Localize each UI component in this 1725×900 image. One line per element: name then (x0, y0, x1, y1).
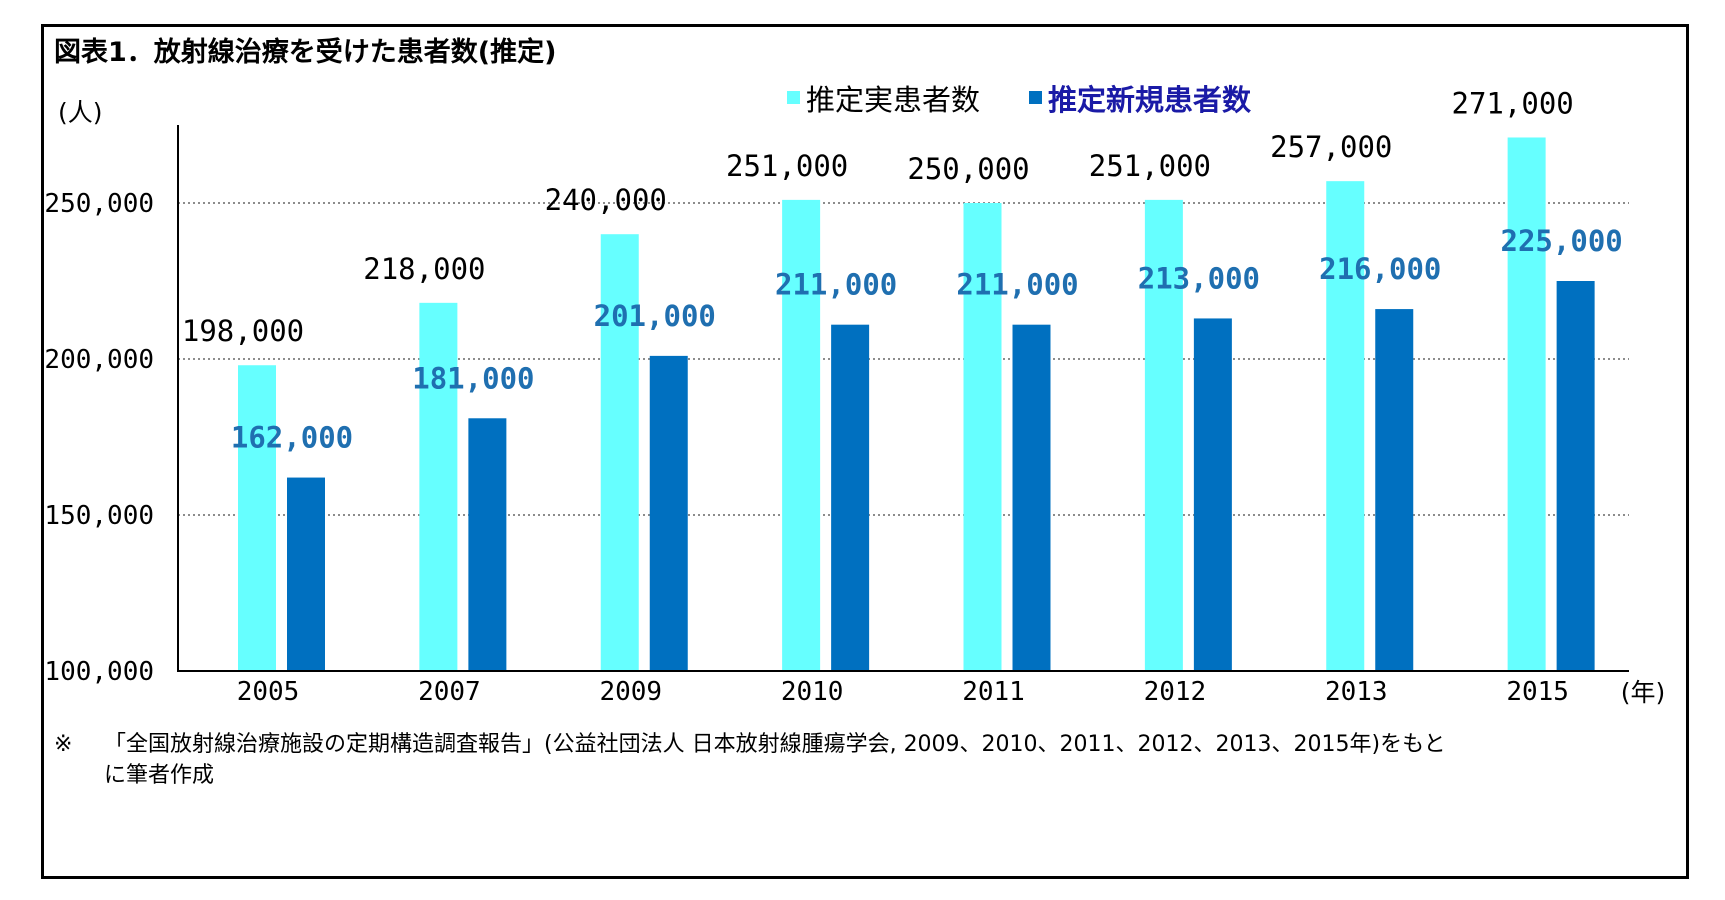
bar-new-patients (468, 418, 507, 671)
bar-new-patients (1556, 281, 1595, 671)
axes (177, 125, 1629, 672)
y-axis-ticks: 100,000 150,000 200,000 250,000 (44, 189, 154, 687)
data-label-new: 162,000 (231, 421, 353, 455)
figure-frame: 図表1．放射線治療を受けた患者数(推定) (人) (年) 推定実患者数 推定新規… (41, 24, 1689, 879)
data-label-new: 211,000 (956, 268, 1078, 302)
bar-actual-patients (1326, 181, 1365, 671)
data-label-actual: 251,000 (1089, 149, 1211, 183)
data-label-actual: 250,000 (907, 152, 1029, 186)
bar-actual-patients (782, 199, 821, 671)
bar-actual-patients (1144, 199, 1183, 671)
legend-label-new: 推定新規患者数 (1048, 83, 1252, 117)
x-axis-unit-label: (年) (1621, 678, 1666, 707)
bar-actual-patients (600, 234, 639, 671)
source-note-line2: に筆者作成 (104, 763, 214, 788)
x-axis-ticks: 2005 2007 2009 2010 2011 2012 2013 2015 (237, 677, 1569, 707)
bar-new-patients (287, 477, 325, 671)
data-label-actual: 257,000 (1270, 130, 1392, 164)
y-tick-label: 200,000 (44, 345, 154, 375)
y-axis-unit-label: (人) (58, 98, 103, 127)
chart-title: 図表1．放射線治療を受けた患者数(推定) (54, 36, 556, 68)
x-tick-label: 2013 (1325, 677, 1388, 707)
bar-chart: 図表1．放射線治療を受けた患者数(推定) (人) (年) 推定実患者数 推定新規… (44, 36, 1666, 788)
bar-actual-patients (238, 365, 276, 671)
data-label-new: 211,000 (775, 268, 897, 302)
x-tick-label: 2009 (599, 677, 662, 707)
x-tick-label: 2010 (781, 677, 844, 707)
legend-swatch-new (1029, 91, 1042, 104)
legend: 推定実患者数 推定新規患者数 (787, 83, 1252, 117)
bars (238, 137, 1595, 672)
legend-swatch-actual (787, 91, 800, 104)
data-label-actual: 240,000 (545, 183, 667, 217)
x-tick-label: 2012 (1144, 677, 1207, 707)
data-label-new: 225,000 (1501, 224, 1623, 258)
bar-new-patients (1375, 309, 1414, 671)
bar-actual-patients (1507, 137, 1546, 672)
data-label-actual: 218,000 (363, 252, 485, 286)
bar-actual-patients (419, 302, 458, 671)
data-labels: 198,000 162,000 218,000 181,000 240,000 201,0… (182, 86, 1623, 454)
data-label-new: 201,000 (594, 299, 716, 333)
y-tick-label: 100,000 (44, 657, 154, 687)
source-note-line1: 「全国放射線治療施設の定期構造調査報告」(公益社団法人 日本放射線腫瘍学会, 2… (104, 732, 1446, 757)
bar-actual-patients (963, 203, 1002, 671)
data-label-actual: 271,000 (1452, 86, 1574, 120)
data-label-actual: 251,000 (726, 149, 848, 183)
x-tick-label: 2015 (1506, 677, 1569, 707)
data-label-actual: 198,000 (182, 314, 304, 348)
legend-label-actual: 推定実患者数 (806, 83, 980, 117)
y-tick-label: 150,000 (44, 501, 154, 531)
source-note-mark: ※ (54, 732, 72, 757)
x-tick-label: 2005 (237, 677, 300, 707)
data-label-new: 213,000 (1138, 261, 1260, 295)
data-label-new: 216,000 (1319, 252, 1441, 286)
bar-new-patients (1193, 318, 1232, 671)
data-label-new: 181,000 (412, 361, 534, 395)
x-tick-label: 2007 (418, 677, 481, 707)
bar-new-patients (831, 324, 870, 671)
bar-new-patients (1012, 324, 1051, 671)
y-tick-label: 250,000 (44, 189, 154, 219)
bar-new-patients (649, 355, 688, 671)
x-tick-label: 2011 (962, 677, 1025, 707)
